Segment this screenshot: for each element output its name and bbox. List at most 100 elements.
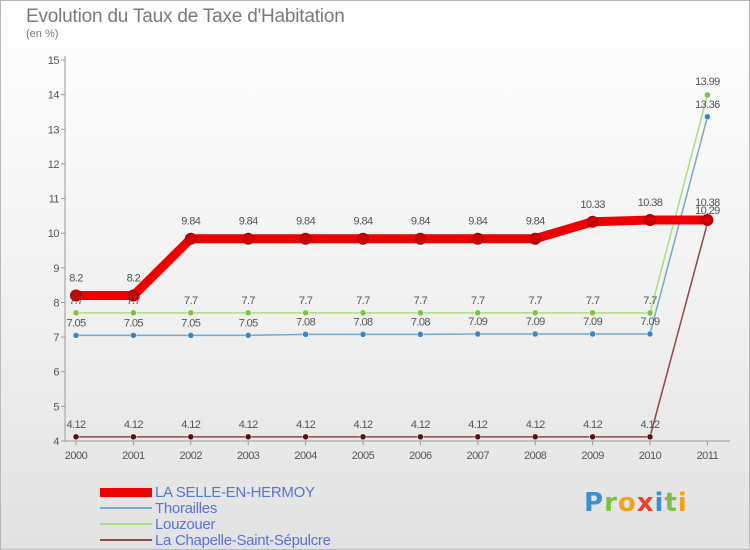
logo-letter: r	[604, 488, 618, 518]
data-label: 7.08	[296, 316, 315, 328]
data-point	[302, 309, 309, 317]
data-label: 10.29	[695, 205, 720, 217]
x-tick-label: 2000	[65, 450, 88, 462]
data-point	[187, 433, 195, 441]
data-label: 7.08	[411, 316, 430, 328]
data-label: 4.12	[353, 419, 372, 431]
data-point	[130, 433, 137, 441]
data-label: 7.7	[356, 295, 370, 307]
x-tick-label: 2001	[122, 450, 145, 462]
y-tick-label: 13	[48, 124, 60, 136]
legend-swatch	[100, 507, 152, 509]
y-tick-label: 7	[53, 332, 59, 344]
data-label: 9.84	[353, 216, 372, 228]
logo-letter: t	[664, 488, 678, 518]
x-tick-label: 2009	[581, 450, 604, 462]
data-point	[70, 289, 82, 302]
data-point	[299, 232, 312, 245]
data-point	[644, 214, 656, 227]
y-tick-label: 10	[48, 228, 60, 240]
data-point	[531, 330, 539, 338]
data-label: 13.36	[695, 99, 720, 111]
data-label: 9.84	[526, 216, 545, 228]
data-point	[474, 433, 482, 441]
data-point	[704, 91, 711, 99]
data-point	[359, 433, 367, 441]
data-point	[417, 331, 424, 338]
data-point	[187, 332, 195, 339]
data-label: 7.7	[471, 295, 485, 307]
data-label: 10.33	[580, 199, 605, 211]
x-tick-label: 2003	[237, 450, 260, 462]
data-point	[72, 433, 80, 441]
x-tick-label: 2004	[294, 450, 317, 462]
data-label: 10.38	[695, 197, 720, 209]
data-label: 7.7	[241, 295, 255, 307]
data-point	[72, 309, 80, 317]
data-point	[474, 330, 482, 338]
data-label: 7.7	[299, 295, 313, 307]
data-point	[127, 289, 140, 302]
data-label: 7.05	[124, 317, 143, 329]
logo-letter: i	[677, 488, 688, 518]
logo-letter: P	[584, 488, 605, 518]
data-point	[414, 232, 427, 245]
y-tick-label: 11	[49, 194, 60, 206]
logo-letter: i	[654, 488, 665, 518]
data-label: 4.12	[640, 419, 659, 431]
data-label: 7.7	[586, 295, 600, 307]
data-label: 13.99	[695, 76, 720, 88]
data-label: 7.08	[353, 316, 372, 328]
data-label: 4.12	[468, 419, 487, 431]
data-label: 7.09	[640, 316, 659, 328]
data-point	[302, 331, 309, 338]
legend-swatch	[100, 487, 152, 497]
y-tick-label: 12	[48, 159, 60, 171]
data-point	[359, 331, 367, 338]
y-tick-label: 5	[53, 401, 59, 413]
data-label: 8.2	[127, 273, 141, 285]
data-point	[417, 309, 424, 317]
series-line	[76, 116, 709, 337]
data-label: 7.7	[414, 295, 428, 307]
data-label: 4.12	[124, 419, 143, 431]
y-tick-label: 8	[53, 297, 59, 309]
data-point	[130, 332, 137, 339]
x-tick-label: 2006	[409, 450, 432, 462]
proxiti-logo: Proxiti	[584, 488, 688, 518]
data-point	[302, 433, 309, 441]
data-label: 7.7	[184, 295, 198, 307]
x-tick-label: 2011	[697, 450, 719, 462]
legend-swatch	[100, 523, 152, 525]
data-point	[244, 433, 252, 441]
data-label: 9.84	[296, 216, 315, 228]
data-point	[417, 433, 424, 441]
data-label: 4.12	[583, 419, 602, 431]
data-point	[586, 215, 599, 228]
data-label: 7.7	[69, 295, 83, 307]
data-label: 4.12	[411, 419, 430, 431]
data-point	[704, 113, 711, 121]
data-point	[474, 309, 482, 317]
data-label: 9.84	[468, 216, 487, 228]
x-tick-label: 2002	[180, 450, 203, 462]
data-point	[646, 330, 654, 338]
data-label: 9.84	[239, 216, 258, 228]
data-point	[130, 309, 137, 317]
legend-label: La Chapelle-Saint-Sépulcre	[155, 532, 331, 549]
data-point	[531, 433, 539, 441]
data-label: 4.12	[181, 419, 200, 431]
data-point	[471, 232, 484, 245]
legend-label: Louzouer	[155, 516, 216, 533]
chart-subtitle: (en %)	[26, 28, 59, 40]
data-label: 7.7	[643, 295, 657, 307]
data-point	[359, 309, 367, 317]
legend-label: Thorailles	[155, 500, 218, 517]
data-label: 9.84	[181, 216, 200, 228]
data-label: 7.09	[583, 316, 602, 328]
data-label: 7.7	[528, 295, 542, 307]
data-point	[646, 309, 654, 317]
logo-letter: o	[617, 488, 637, 518]
